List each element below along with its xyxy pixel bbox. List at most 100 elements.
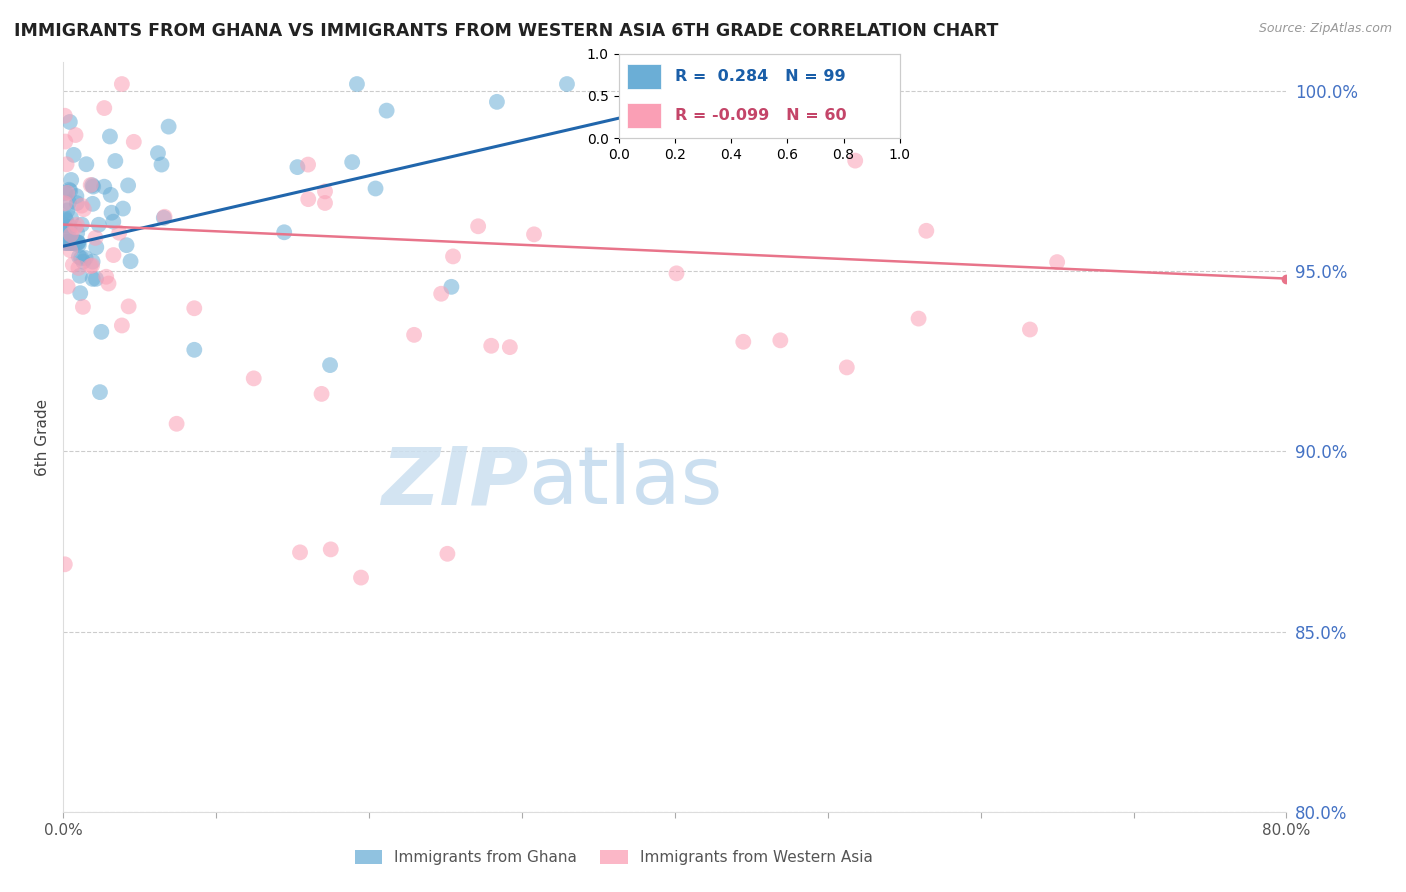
Point [82, 259, 104, 273]
Point [65, 128, 87, 142]
Point [67, 235, 90, 250]
Point [111, 318, 134, 333]
Point [340, 155, 363, 169]
Point [70, 218, 93, 232]
Point [66, 226, 89, 240]
Point [287, 160, 309, 174]
Point [350, 570, 373, 584]
Point [60, 235, 83, 250]
Point [67, 260, 90, 275]
Point [58, 195, 80, 210]
Point [60, 235, 83, 250]
Point [58, 183, 80, 197]
Point [89, 385, 111, 400]
Point [696, 77, 718, 91]
Point [53, 235, 76, 250]
Point [150, 157, 173, 171]
Point [98, 129, 121, 144]
Point [79, 259, 101, 273]
Point [75, 251, 97, 265]
Point [115, 238, 138, 252]
Point [56, 235, 79, 250]
Point [79, 178, 101, 192]
Point [122, 135, 145, 149]
Point [555, 77, 578, 91]
Point [53, 219, 76, 233]
Point [70, 251, 93, 265]
Point [1046, 255, 1069, 269]
Y-axis label: 6th Grade: 6th Grade [35, 399, 51, 475]
Point [66, 235, 89, 250]
Point [440, 280, 463, 294]
Point [87, 218, 110, 232]
Point [82, 272, 104, 286]
Point [62, 235, 84, 250]
Text: Source: ZipAtlas.com: Source: ZipAtlas.com [1258, 22, 1392, 36]
Point [59, 115, 82, 129]
Point [82, 178, 104, 193]
Point [73, 202, 96, 216]
Point [53, 235, 76, 250]
Point [523, 227, 546, 242]
Point [153, 210, 176, 224]
Point [183, 301, 205, 316]
Point [120, 254, 142, 268]
Point [55, 235, 77, 250]
Point [75, 157, 97, 171]
Point [60, 235, 83, 250]
Point [319, 542, 342, 557]
Point [314, 185, 336, 199]
Point [53, 135, 76, 149]
Point [66, 196, 89, 211]
Point [53, 211, 76, 225]
Point [319, 358, 342, 372]
Text: R =  0.284   N = 99: R = 0.284 N = 99 [675, 69, 845, 84]
Point [60, 235, 83, 250]
Legend: Immigrants from Ghana, Immigrants from Western Asia: Immigrants from Ghana, Immigrants from W… [349, 844, 879, 871]
Text: R = -0.099   N = 60: R = -0.099 N = 60 [675, 108, 846, 123]
Point [485, 95, 508, 109]
Point [157, 120, 180, 134]
Point [314, 196, 336, 211]
Point [56, 235, 79, 250]
Point [100, 205, 122, 219]
Point [111, 202, 134, 216]
Point [53, 186, 76, 200]
Text: IMMIGRANTS FROM GHANA VS IMMIGRANTS FROM WESTERN ASIA 6TH GRADE CORRELATION CHAR: IMMIGRANTS FROM GHANA VS IMMIGRANTS FROM… [14, 22, 998, 40]
Point [479, 339, 502, 353]
Point [59, 235, 82, 250]
Point [82, 197, 104, 211]
Point [66, 218, 89, 232]
Point [53, 235, 76, 250]
Point [63, 235, 86, 250]
Point [441, 249, 464, 263]
Point [58, 223, 80, 237]
Point [346, 77, 368, 91]
Point [835, 360, 858, 375]
Point [63, 220, 86, 235]
Point [82, 179, 104, 194]
Point [859, 84, 882, 98]
Point [93, 179, 115, 194]
Point [641, 77, 664, 91]
Point [907, 311, 929, 326]
FancyBboxPatch shape [627, 63, 661, 89]
FancyBboxPatch shape [627, 103, 661, 128]
Point [153, 211, 176, 225]
Point [53, 235, 76, 250]
Point [67, 250, 90, 264]
Text: ZIP: ZIP [381, 443, 529, 521]
Point [72, 254, 94, 268]
Point [62, 235, 84, 250]
Point [103, 248, 125, 262]
Point [56, 235, 79, 250]
Point [1019, 322, 1042, 336]
Point [915, 224, 938, 238]
Point [53, 223, 76, 237]
Point [375, 103, 398, 118]
Point [82, 254, 104, 268]
Point [59, 211, 82, 225]
Point [146, 146, 169, 161]
Point [62, 148, 84, 162]
Point [100, 187, 122, 202]
